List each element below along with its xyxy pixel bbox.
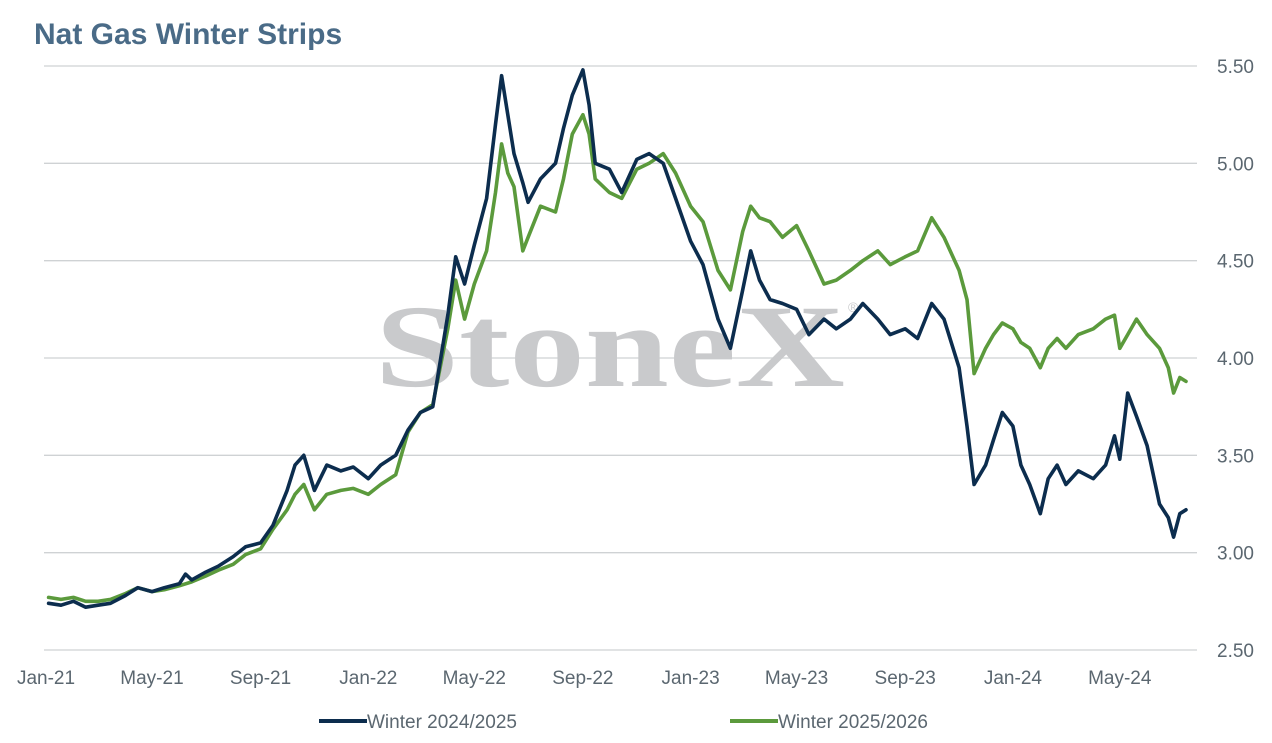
y-tick-label: 2.50 <box>1217 641 1254 662</box>
x-tick-label: Jan-24 <box>984 668 1043 689</box>
x-tick-label: Jan-22 <box>339 668 397 689</box>
y-tick-label: 3.00 <box>1217 544 1254 565</box>
x-tick-label: Jan-21 <box>17 668 75 689</box>
series-group <box>46 68 1188 609</box>
x-tick-label: May-21 <box>120 668 183 689</box>
x-axis-ticks: Jan-21 May-21 Sep-21 Jan-22 May-22 Sep-22 Jan-… <box>17 668 1152 689</box>
legend: Winter 2024/2025 Winter 2025/2026 <box>319 712 928 733</box>
x-tick-label: May-22 <box>443 668 506 689</box>
x-tick-label: Sep-22 <box>552 668 613 689</box>
y-tick-label: 4.00 <box>1217 349 1254 370</box>
x-tick-label: Sep-21 <box>230 668 291 689</box>
x-tick-label: May-24 <box>1088 668 1152 689</box>
x-tick-label: Sep-23 <box>875 668 936 689</box>
series-line-winter-2024-2025 <box>46 68 1188 609</box>
legend-label: Winter 2025/2026 <box>778 712 928 733</box>
series-line-winter-2025-2026 <box>46 112 1188 604</box>
legend-label: Winter 2024/2025 <box>367 712 517 733</box>
watermark: StoneX ® <box>375 281 859 412</box>
y-axis-ticks: 5.50 5.00 4.50 4.00 3.50 3.00 2.50 <box>1217 57 1254 662</box>
y-tick-label: 5.00 <box>1217 154 1254 175</box>
y-tick-label: 4.50 <box>1217 252 1254 273</box>
y-tick-label: 3.50 <box>1217 446 1254 467</box>
watermark-registered-mark: ® <box>848 299 859 315</box>
x-tick-label: Jan-23 <box>662 668 720 689</box>
x-tick-label: May-23 <box>765 668 828 689</box>
chart-title: Nat Gas Winter Strips <box>34 18 342 51</box>
y-tick-label: 5.50 <box>1217 57 1254 78</box>
